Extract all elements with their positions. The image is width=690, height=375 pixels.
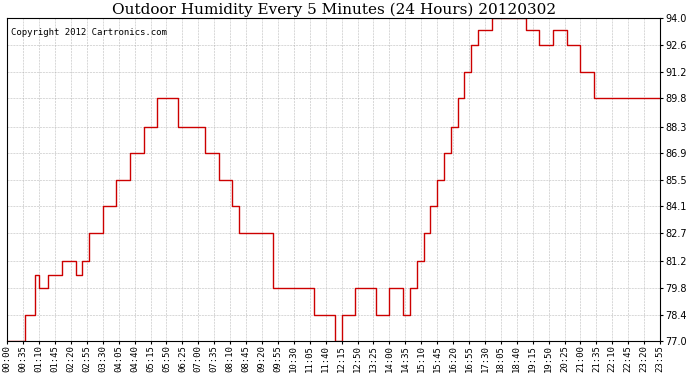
Text: Copyright 2012 Cartronics.com: Copyright 2012 Cartronics.com [10,28,166,37]
Title: Outdoor Humidity Every 5 Minutes (24 Hours) 20120302: Outdoor Humidity Every 5 Minutes (24 Hou… [112,3,555,17]
